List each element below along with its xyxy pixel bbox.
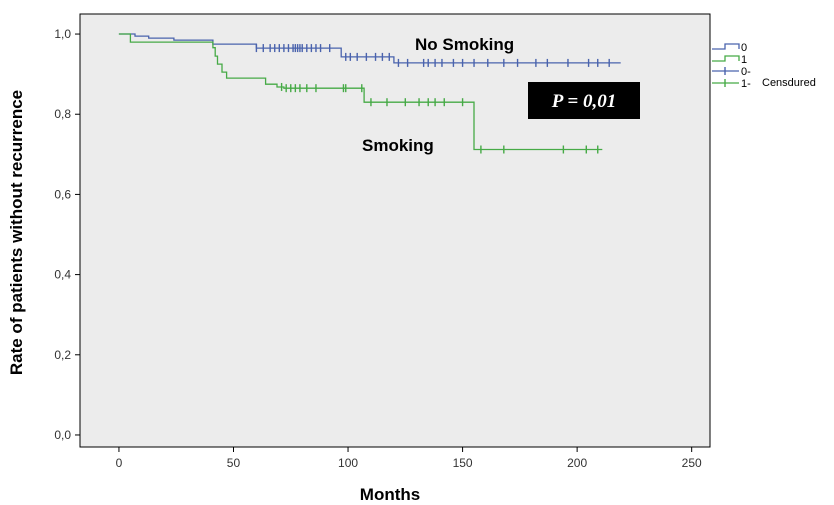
legend-swatch-1 (712, 55, 740, 62)
group-label-no-smoking: No Smoking (415, 35, 514, 54)
legend-entry-label: 1 (741, 54, 747, 66)
legend-censored-label: Censdured (762, 77, 816, 89)
plot-area (79, 13, 711, 448)
x-axis-title: Months (360, 485, 420, 504)
legend-entry-label: 0 (741, 42, 747, 54)
x-tick-label: 100 (338, 456, 358, 470)
x-tick-label: 250 (682, 456, 702, 470)
x-tick-label: 150 (453, 456, 473, 470)
y-axis-title: Rate of patients without recurrence (7, 90, 26, 375)
axes: 0,0 0,2 0,4 0,6 0,8 1,0 0 50 100 150 200 250 (54, 27, 702, 470)
legend: 010-1- (712, 42, 751, 90)
x-tick-label: 50 (227, 456, 241, 470)
y-tick-label: 0,0 (54, 428, 71, 442)
y-tick-label: 0,8 (54, 107, 71, 121)
y-tick-label: 0,4 (54, 268, 71, 282)
series-layer (118, 33, 621, 154)
group-label-smoking: Smoking (362, 136, 434, 155)
y-tick-label: 1,0 (54, 27, 71, 41)
survival-curve-1 (118, 33, 603, 151)
y-tick-label: 0,2 (54, 348, 71, 362)
x-tick-label: 0 (116, 456, 123, 470)
legend-entry-label: 0- (741, 66, 751, 78)
legend-swatch-0 (712, 43, 740, 50)
p-value-box: P = 0,01 (528, 82, 640, 119)
x-tick-label: 200 (567, 456, 587, 470)
legend-entry-label: 1- (741, 78, 751, 90)
p-value-text: P = 0,01 (551, 91, 616, 112)
y-tick-label: 0,6 (54, 187, 71, 201)
